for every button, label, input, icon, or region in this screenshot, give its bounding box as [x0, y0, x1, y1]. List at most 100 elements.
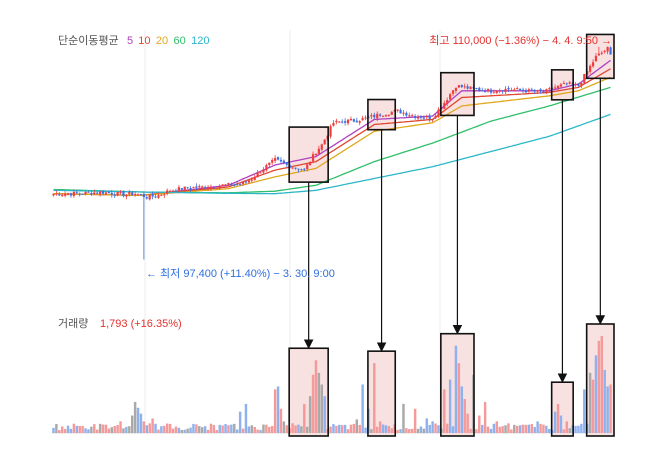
volume-bar: [256, 429, 259, 433]
candle-body: [373, 114, 376, 118]
candle-body: [317, 148, 320, 155]
volume-bar: [230, 424, 233, 433]
volume-bar: [559, 415, 563, 433]
volume-bar: [311, 374, 315, 433]
candle-layer: [52, 46, 612, 260]
volume-bar: [375, 426, 379, 433]
ma-line-60: [53, 86, 611, 194]
candle-body: [475, 87, 478, 89]
volume-bar: [504, 425, 507, 433]
legend-item-5: 5: [127, 35, 133, 47]
volume-bar: [343, 424, 347, 433]
candle-body: [171, 190, 175, 192]
volume-bar: [285, 425, 289, 433]
volume-bar: [373, 363, 376, 433]
volume-bar: [460, 386, 464, 433]
volume-bar: [524, 424, 528, 433]
candle-body: [64, 193, 67, 196]
volume-bar: [52, 427, 55, 433]
candle-body: [530, 89, 533, 91]
volume-bar: [305, 426, 309, 433]
candle-body: [486, 88, 490, 92]
candle-body: [279, 159, 283, 162]
volume-bar: [227, 425, 230, 433]
candle-body: [52, 193, 55, 196]
candle-body: [454, 87, 458, 91]
candle-body: [379, 114, 382, 116]
candle-body: [125, 194, 128, 197]
volume-bar: [171, 428, 175, 433]
volume-bar: [317, 372, 321, 433]
candle-body: [169, 190, 172, 192]
volume-bar: [192, 423, 195, 433]
candle-body: [55, 193, 58, 195]
volume-bar: [603, 369, 606, 433]
candle-body: [524, 90, 528, 93]
volume-bar: [352, 423, 356, 433]
candle-body: [119, 192, 122, 194]
volume-bar: [530, 424, 534, 433]
candle-body: [449, 94, 452, 100]
candle-body: [457, 85, 460, 88]
candle-body: [233, 184, 236, 186]
volume-bar: [294, 425, 297, 433]
volume-bar: [597, 340, 601, 433]
volume-bar: [233, 423, 236, 433]
candle-body: [358, 121, 361, 123]
candle-body: [174, 190, 178, 192]
volume-bar: [98, 423, 102, 433]
candle-body: [466, 86, 469, 89]
candle-body: [355, 120, 358, 123]
volume-bar: [378, 421, 382, 433]
candle-body: [489, 89, 493, 93]
candle-body: [271, 159, 274, 163]
volume-bar: [128, 426, 131, 433]
candle-body: [545, 89, 548, 93]
candle-body: [206, 187, 210, 189]
candle-body: [574, 83, 577, 85]
candle-body: [265, 165, 268, 171]
candle-body: [495, 91, 498, 93]
candle-body: [256, 172, 259, 178]
volume-bar: [291, 423, 294, 433]
volume-bar: [119, 421, 122, 433]
volume-bar: [396, 429, 399, 433]
candle-body: [603, 50, 606, 52]
volume-bar: [454, 345, 458, 433]
candle-body: [384, 115, 388, 117]
candle-body: [148, 194, 151, 200]
candle-body: [104, 192, 108, 195]
volume-bar: [594, 355, 598, 433]
volume-bar: [75, 425, 79, 433]
volume-highlight-fill: [440, 333, 474, 436]
candle-body: [422, 117, 425, 119]
price-highlight-fill: [289, 127, 329, 183]
volume-bar: [340, 425, 344, 433]
volume-bar: [66, 425, 70, 433]
candle-body: [376, 113, 379, 119]
candle-body: [139, 194, 143, 196]
candle-body: [253, 177, 256, 181]
volume-bar: [501, 426, 504, 433]
candle-body: [451, 90, 455, 94]
volume-bar: [521, 424, 525, 433]
candle-body: [559, 84, 563, 87]
volume-bar: [84, 428, 87, 433]
candle-body: [320, 144, 323, 150]
volume-bar: [507, 423, 510, 433]
volume-bar: [198, 426, 201, 433]
highlight-box-layer: [288, 33, 615, 437]
volume-bar: [300, 426, 303, 433]
candle-body: [580, 82, 583, 87]
volume-bar: [154, 423, 157, 433]
candle-body: [291, 167, 294, 169]
candle-body: [329, 126, 332, 137]
volume-bar: [489, 428, 493, 433]
candle-body: [504, 88, 507, 93]
volume-bar: [72, 423, 76, 433]
volume-bar: [279, 408, 283, 433]
volume-bar: [145, 425, 149, 433]
volume-bar: [224, 424, 227, 433]
volume-bar: [180, 429, 184, 433]
volume-bar: [515, 425, 519, 433]
